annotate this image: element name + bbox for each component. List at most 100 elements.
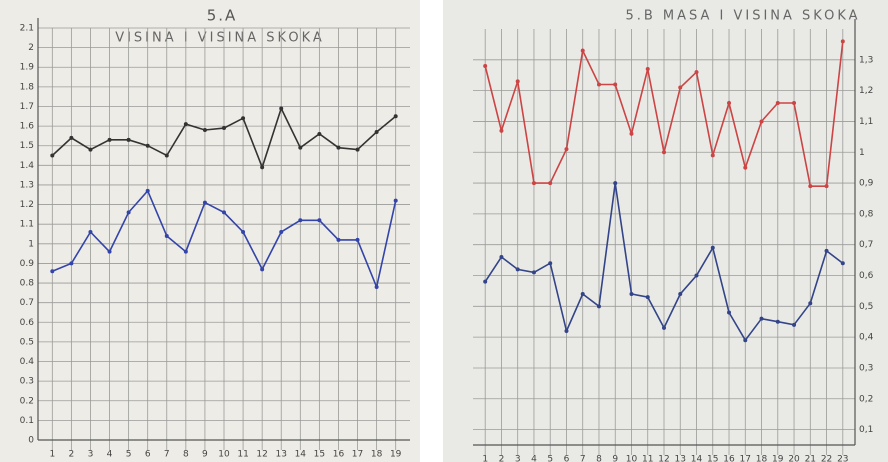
- data-point: [808, 184, 813, 189]
- x-tick-label: 5: [547, 455, 553, 462]
- y-tick-label: 1: [859, 148, 865, 158]
- data-point: [645, 67, 650, 72]
- data-point: [840, 261, 845, 266]
- chart-subtitle: VISINA I VISINA SKOKA: [115, 31, 325, 46]
- x-tick-label: 22: [821, 455, 832, 462]
- y-tick-label: 1.2: [20, 200, 34, 210]
- x-tick-label: 9: [202, 450, 208, 460]
- x-tick-label: 8: [596, 455, 602, 462]
- data-point: [548, 261, 553, 266]
- x-tick-label: 19: [772, 455, 784, 462]
- data-point: [792, 100, 797, 105]
- y-tick-label: 1,3: [859, 55, 873, 65]
- y-tick-label: 0,9: [859, 179, 874, 189]
- y-tick-label: 0.5: [20, 337, 34, 347]
- x-tick-label: 23: [837, 455, 848, 462]
- y-tick-label: 1,1: [859, 117, 873, 127]
- x-tick-label: 11: [237, 450, 248, 460]
- y-tick-label: 0,8: [859, 209, 874, 219]
- y-tick-label: 0.2: [20, 396, 34, 406]
- paper: [443, 0, 888, 462]
- data-point: [202, 200, 207, 205]
- data-point: [393, 198, 398, 203]
- data-point: [317, 218, 322, 223]
- x-tick-label: 21: [805, 455, 816, 462]
- data-point: [336, 237, 341, 242]
- x-tick-label: 18: [756, 455, 768, 462]
- y-tick-label: 0,6: [859, 271, 874, 281]
- data-point: [531, 181, 536, 186]
- y-tick-label: 0.8: [20, 279, 35, 289]
- data-point: [564, 147, 569, 152]
- data-point: [564, 328, 569, 333]
- y-tick-label: 0,5: [859, 302, 873, 312]
- data-point: [792, 322, 797, 327]
- y-tick-label: 0.6: [20, 318, 35, 328]
- data-point: [183, 122, 188, 127]
- x-tick-label: 15: [707, 455, 718, 462]
- y-tick-label: 0,7: [859, 240, 873, 250]
- x-tick-label: 7: [164, 450, 170, 460]
- data-point: [126, 137, 131, 142]
- x-tick-label: 5: [126, 450, 132, 460]
- y-tick-label: 1.7: [20, 102, 34, 112]
- data-point: [499, 128, 504, 133]
- paper: [0, 0, 420, 462]
- x-tick-label: 19: [390, 450, 402, 460]
- data-point: [164, 233, 169, 238]
- data-point: [374, 129, 379, 134]
- x-tick-label: 14: [295, 450, 307, 460]
- data-point: [775, 100, 780, 105]
- x-tick-label: 18: [371, 450, 383, 460]
- data-point: [727, 100, 732, 105]
- data-point: [629, 292, 634, 297]
- data-point: [580, 292, 585, 297]
- x-tick-label: 16: [723, 455, 735, 462]
- x-tick-label: 3: [88, 450, 94, 460]
- data-point: [279, 106, 284, 111]
- data-point: [580, 48, 585, 53]
- data-point: [107, 137, 112, 142]
- data-point: [298, 218, 303, 223]
- data-point: [515, 267, 520, 272]
- y-tick-label: 0: [28, 436, 34, 446]
- data-point: [355, 237, 360, 242]
- y-tick-label: 2.1: [20, 24, 34, 34]
- data-point: [727, 310, 732, 315]
- data-point: [50, 269, 55, 274]
- data-point: [222, 126, 226, 131]
- y-tick-label: 0,4: [859, 333, 874, 343]
- y-tick-label: 1.4: [20, 161, 35, 171]
- x-tick-label: 20: [788, 455, 800, 462]
- data-point: [260, 267, 265, 272]
- data-point: [515, 79, 520, 84]
- data-point: [183, 249, 188, 254]
- data-point: [260, 165, 265, 170]
- x-tick-label: 15: [314, 450, 325, 460]
- x-tick-label: 4: [531, 455, 537, 462]
- data-point: [662, 325, 666, 330]
- data-point: [808, 301, 813, 306]
- data-point: [145, 143, 150, 148]
- y-tick-label: 0.1: [20, 416, 34, 426]
- y-tick-label: 0.7: [20, 298, 34, 308]
- data-point: [824, 248, 829, 253]
- y-tick-label: 1.9: [20, 63, 35, 73]
- data-point: [759, 119, 764, 124]
- y-tick-label: 1.6: [20, 122, 35, 132]
- x-tick-label: 11: [642, 455, 653, 462]
- chart-left: 5.A VISINA I VISINA SKOKA 0 0.1 0.2 0.3 0.4 0…: [0, 0, 420, 462]
- data-point: [743, 165, 748, 170]
- data-point: [613, 181, 618, 186]
- x-tick-label: 14: [691, 455, 703, 462]
- data-point: [241, 230, 246, 235]
- x-tick-label: 10: [218, 450, 230, 460]
- data-point: [483, 63, 488, 68]
- data-point: [694, 70, 699, 75]
- data-point: [840, 39, 845, 44]
- data-point: [50, 153, 55, 158]
- data-point: [531, 270, 536, 275]
- data-point: [596, 304, 601, 309]
- x-tick-label: 12: [658, 455, 669, 462]
